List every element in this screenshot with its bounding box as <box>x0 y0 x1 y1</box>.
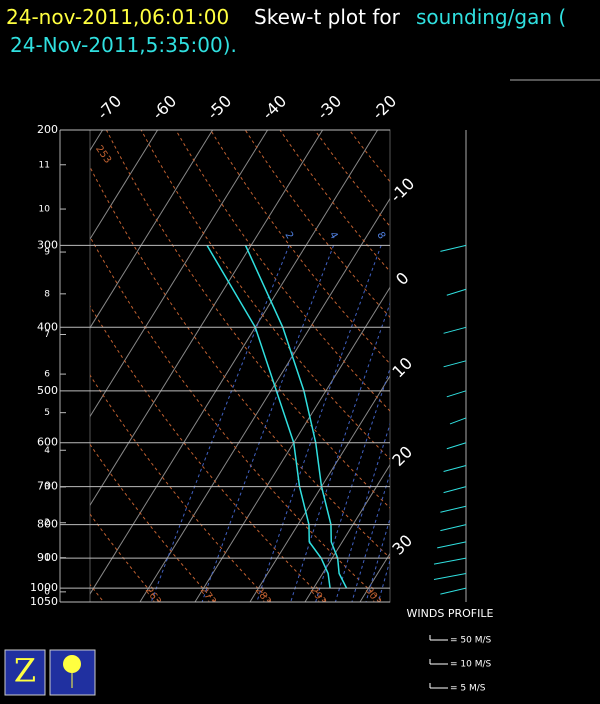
dry-adiabat <box>90 443 216 602</box>
height-label: 2 <box>44 518 50 528</box>
title-station: sounding/gan ( <box>416 5 566 29</box>
wind-barb <box>433 557 467 565</box>
height-label: 8 <box>44 289 50 299</box>
legend-label: = 50 M/S <box>450 636 492 646</box>
wind-barb <box>440 524 467 532</box>
height-label: 6 <box>44 370 50 380</box>
isotherm <box>90 130 379 595</box>
title-time: 24-nov-2011,06:01:00 <box>6 5 229 29</box>
legend-label: = 5 M/S <box>450 684 486 694</box>
dewpoint-profile <box>206 245 331 589</box>
legend-label: = 10 M/S <box>450 660 492 670</box>
pressure-label: 800 <box>37 518 58 531</box>
winds-title: WINDS PROFILE <box>407 607 494 620</box>
wind-barb <box>446 390 467 398</box>
pressure-label: 500 <box>37 384 58 397</box>
wind-barb <box>440 587 467 595</box>
wind-barb <box>437 541 467 549</box>
pressure-label: 400 <box>37 320 58 333</box>
height-label: 1 <box>44 553 50 563</box>
height-label: 5 <box>44 408 50 418</box>
dry-adiabat <box>140 130 390 460</box>
logo-z-glyph: Z <box>14 652 36 690</box>
dry-adiabat <box>90 235 384 602</box>
wind-barb <box>446 288 467 296</box>
isotherm <box>90 130 214 329</box>
mixing-ratio-label: 2 <box>282 230 295 241</box>
height-label: 11 <box>39 160 50 170</box>
mixing-ratio-label: 4 <box>327 230 340 241</box>
wind-barb <box>446 442 467 450</box>
wind-barb <box>443 326 467 334</box>
isotherm <box>90 130 269 418</box>
wind-barb <box>443 360 467 368</box>
pressure-label: 1050 <box>30 595 58 608</box>
pressure-label: 700 <box>37 480 58 493</box>
isotherm <box>194 286 390 602</box>
height-label: 4 <box>44 446 50 456</box>
isotherm <box>249 375 390 602</box>
isotherm <box>304 463 390 602</box>
dry-adiabat <box>244 130 390 318</box>
height-label: 7 <box>44 330 50 340</box>
title-label: Skew-t plot for <box>254 5 401 29</box>
mixing-ratio <box>377 558 390 602</box>
wind-barb <box>443 465 467 472</box>
dry-adiabat <box>90 166 390 559</box>
height-label: 9 <box>44 248 50 258</box>
isotherm <box>90 130 159 240</box>
logo-balloon-icon <box>63 655 81 673</box>
height-label: 0 <box>44 587 50 597</box>
wind-barb <box>443 486 467 494</box>
isotherm <box>90 130 324 507</box>
temperature-profile <box>244 245 348 589</box>
height-label: 3 <box>44 482 50 492</box>
height-label: 10 <box>39 205 51 215</box>
logo-z <box>4 649 46 696</box>
wind-barb <box>449 417 467 425</box>
wind-barb <box>440 505 467 513</box>
pressure-label: 1000 <box>30 581 58 594</box>
pressure-label: 300 <box>37 238 58 251</box>
mixing-ratio <box>201 245 335 602</box>
dry-adiabat <box>90 305 328 602</box>
wind-barb <box>433 573 467 581</box>
dry-adiabat <box>90 374 272 602</box>
pressure-label: 900 <box>37 551 58 564</box>
pressure-label: 600 <box>37 436 58 449</box>
isotherm <box>139 197 390 602</box>
mixing-ratio <box>365 516 390 602</box>
wind-barb <box>440 244 467 252</box>
mixing-ratio-label: 8 <box>374 230 387 241</box>
title-obs-time: 24-Nov-2011,5:35:00). <box>10 33 237 57</box>
pressure-label: 200 <box>37 123 58 136</box>
